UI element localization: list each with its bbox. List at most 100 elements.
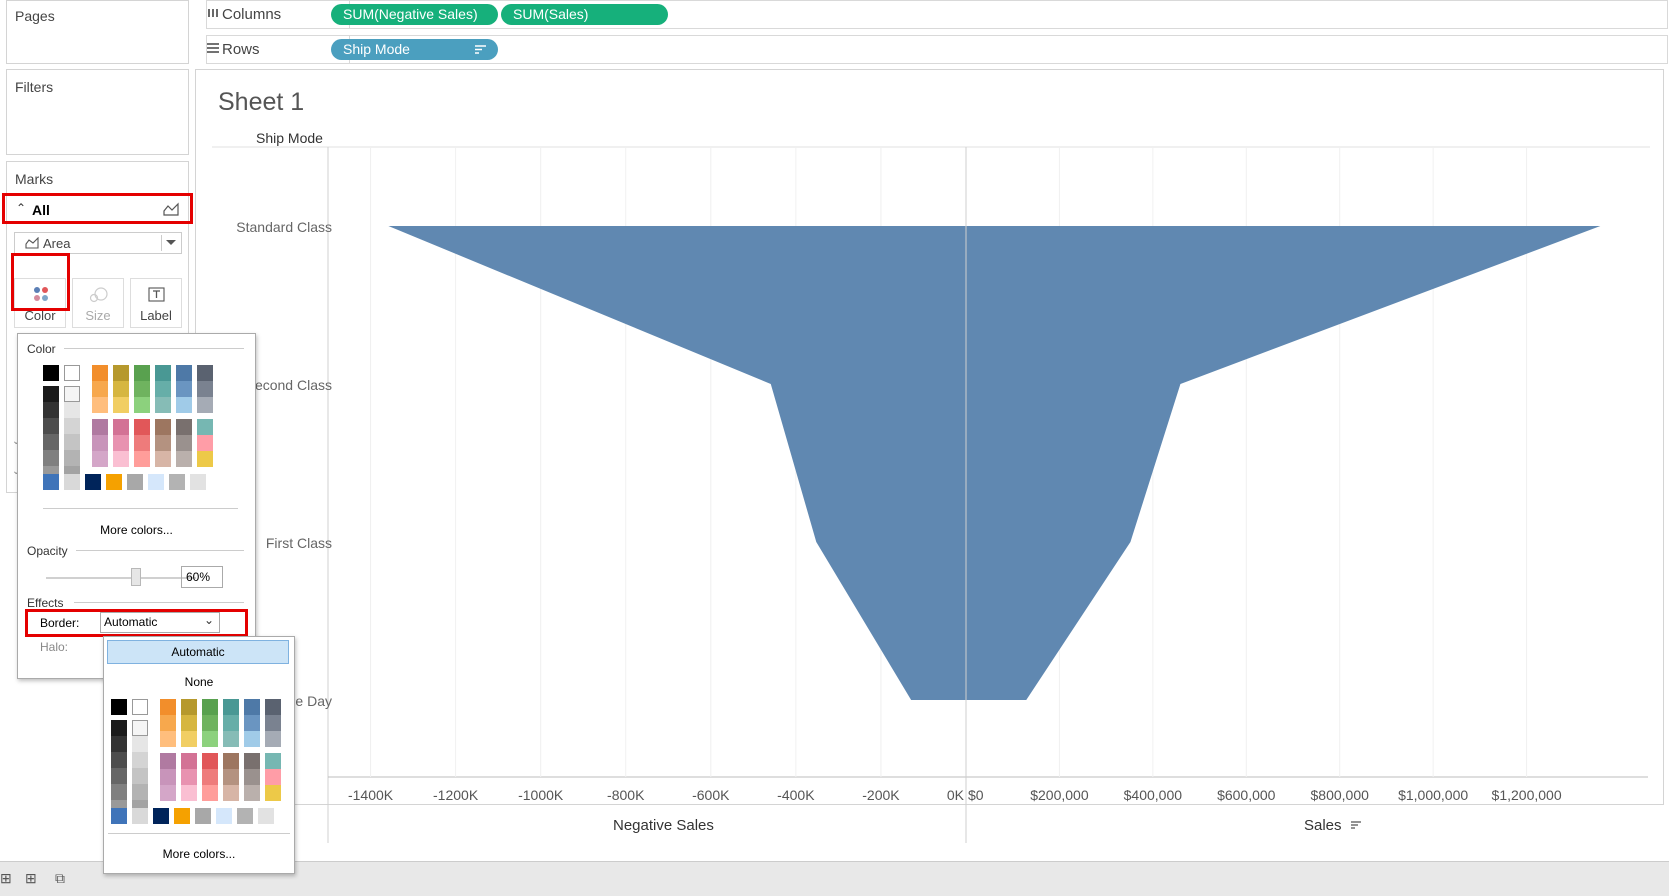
color-swatch[interactable] bbox=[111, 768, 127, 784]
color-swatch[interactable] bbox=[132, 752, 148, 768]
color-swatch[interactable] bbox=[265, 769, 281, 785]
color-swatch[interactable] bbox=[181, 785, 197, 801]
color-swatch[interactable] bbox=[181, 731, 197, 747]
color-swatch[interactable] bbox=[181, 769, 197, 785]
color-swatch[interactable] bbox=[155, 451, 171, 467]
color-swatch[interactable] bbox=[113, 397, 129, 413]
color-swatch[interactable] bbox=[197, 397, 213, 413]
more-colors-link[interactable]: More colors... bbox=[100, 523, 173, 537]
color-swatch[interactable] bbox=[43, 386, 59, 402]
color-swatch[interactable] bbox=[132, 699, 148, 715]
color-swatch[interactable] bbox=[113, 451, 129, 467]
color-swatch[interactable] bbox=[113, 435, 129, 451]
color-swatch[interactable] bbox=[111, 808, 127, 824]
color-swatch[interactable] bbox=[132, 784, 148, 800]
color-swatch[interactable] bbox=[113, 419, 129, 435]
color-swatch[interactable] bbox=[176, 435, 192, 451]
sort-icon[interactable] bbox=[1350, 820, 1362, 830]
mark-type-dropdown[interactable]: Area bbox=[14, 232, 182, 254]
opacity-slider-track[interactable] bbox=[46, 577, 196, 579]
color-swatch[interactable] bbox=[155, 435, 171, 451]
color-swatch[interactable] bbox=[258, 808, 274, 824]
color-swatch[interactable] bbox=[111, 784, 127, 800]
color-swatch[interactable] bbox=[197, 365, 213, 381]
color-swatch[interactable] bbox=[92, 381, 108, 397]
color-swatch[interactable] bbox=[265, 753, 281, 769]
border-more-colors-link[interactable]: More colors... bbox=[162, 847, 236, 861]
color-swatch[interactable] bbox=[160, 699, 176, 715]
marks-all-row[interactable]: ⌃ All bbox=[10, 199, 186, 221]
color-swatch[interactable] bbox=[197, 451, 213, 467]
color-swatch[interactable] bbox=[244, 731, 260, 747]
color-swatch[interactable] bbox=[43, 365, 59, 381]
color-swatch[interactable] bbox=[197, 435, 213, 451]
columns-shelf[interactable]: Columns SUM(Negative Sales) SUM(Sales) bbox=[206, 0, 1668, 29]
color-swatch[interactable] bbox=[244, 753, 260, 769]
new-story-icon[interactable]: ⧉ bbox=[55, 870, 65, 886]
color-swatch[interactable] bbox=[176, 419, 192, 435]
color-swatch[interactable] bbox=[64, 386, 80, 402]
color-swatch[interactable] bbox=[153, 808, 169, 824]
color-swatch[interactable] bbox=[111, 699, 127, 715]
color-swatch[interactable] bbox=[43, 434, 59, 450]
rows-shelf[interactable]: Rows Ship Mode bbox=[206, 35, 1668, 64]
color-swatch[interactable] bbox=[43, 418, 59, 434]
color-swatch[interactable] bbox=[92, 451, 108, 467]
color-swatch[interactable] bbox=[223, 753, 239, 769]
label-button[interactable]: Label bbox=[130, 278, 182, 328]
color-swatch[interactable] bbox=[176, 365, 192, 381]
color-swatch[interactable] bbox=[64, 434, 80, 450]
color-swatch[interactable] bbox=[134, 381, 150, 397]
color-swatch[interactable] bbox=[64, 402, 80, 418]
color-swatch[interactable] bbox=[202, 785, 218, 801]
color-swatch[interactable] bbox=[237, 808, 253, 824]
color-swatch[interactable] bbox=[132, 720, 148, 736]
color-swatch[interactable] bbox=[176, 381, 192, 397]
color-swatch[interactable] bbox=[265, 699, 281, 715]
color-swatch[interactable] bbox=[43, 402, 59, 418]
color-swatch[interactable] bbox=[202, 715, 218, 731]
color-swatch[interactable] bbox=[43, 474, 59, 490]
color-swatch[interactable] bbox=[197, 419, 213, 435]
color-swatch[interactable] bbox=[202, 731, 218, 747]
opacity-slider-thumb[interactable] bbox=[131, 568, 141, 586]
color-swatch[interactable] bbox=[155, 419, 171, 435]
color-swatch[interactable] bbox=[148, 474, 164, 490]
color-swatch[interactable] bbox=[244, 785, 260, 801]
color-swatch[interactable] bbox=[155, 397, 171, 413]
color-swatch[interactable] bbox=[64, 450, 80, 466]
border-select[interactable]: Automatic ⌄ bbox=[100, 612, 220, 633]
color-swatch[interactable] bbox=[134, 451, 150, 467]
color-swatch[interactable] bbox=[113, 365, 129, 381]
color-swatch[interactable] bbox=[202, 699, 218, 715]
color-swatch[interactable] bbox=[132, 808, 148, 824]
color-swatch[interactable] bbox=[155, 365, 171, 381]
color-swatch[interactable] bbox=[160, 753, 176, 769]
color-swatch[interactable] bbox=[64, 365, 80, 381]
color-swatch[interactable] bbox=[223, 699, 239, 715]
new-dashboard-icon[interactable]: ⊞ bbox=[25, 870, 37, 886]
color-swatch[interactable] bbox=[244, 769, 260, 785]
color-swatch[interactable] bbox=[64, 474, 80, 490]
color-swatch[interactable] bbox=[223, 769, 239, 785]
color-swatch[interactable] bbox=[134, 365, 150, 381]
new-worksheet-icon[interactable]: ⊞ bbox=[0, 870, 12, 886]
color-swatch[interactable] bbox=[223, 785, 239, 801]
color-swatch[interactable] bbox=[127, 474, 143, 490]
color-swatch[interactable] bbox=[85, 474, 101, 490]
color-swatch[interactable] bbox=[176, 451, 192, 467]
size-button[interactable]: Size bbox=[72, 278, 124, 328]
color-swatch[interactable] bbox=[174, 808, 190, 824]
color-swatch[interactable] bbox=[111, 720, 127, 736]
color-swatch[interactable] bbox=[92, 365, 108, 381]
color-swatch[interactable] bbox=[160, 731, 176, 747]
color-swatch[interactable] bbox=[92, 397, 108, 413]
color-swatch[interactable] bbox=[43, 450, 59, 466]
color-swatch[interactable] bbox=[111, 736, 127, 752]
color-swatch[interactable] bbox=[111, 752, 127, 768]
color-swatch[interactable] bbox=[244, 715, 260, 731]
color-swatch[interactable] bbox=[92, 435, 108, 451]
color-swatch[interactable] bbox=[169, 474, 185, 490]
color-swatch[interactable] bbox=[113, 381, 129, 397]
color-swatch[interactable] bbox=[155, 381, 171, 397]
